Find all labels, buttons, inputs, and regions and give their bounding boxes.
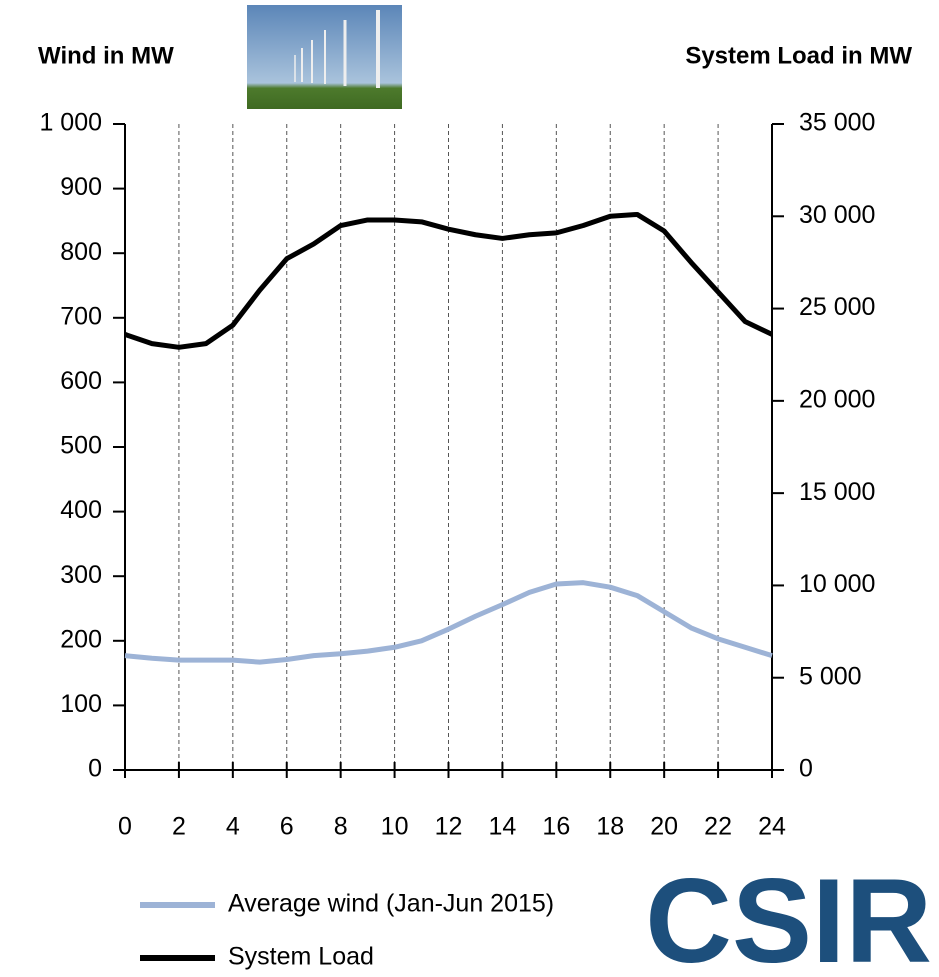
legend-label: System Load xyxy=(228,943,374,971)
x-tick-label: 4 xyxy=(226,813,240,841)
x-tick-label: 20 xyxy=(650,813,678,841)
y2-tick-label: 15 000 xyxy=(799,478,875,506)
x-tick-label: 24 xyxy=(758,813,786,841)
x-tick-label: 22 xyxy=(704,813,732,841)
y-tick-label: 200 xyxy=(60,625,102,653)
logo: CSIR xyxy=(645,854,932,977)
y-tick-label: 700 xyxy=(60,302,102,330)
y2-tick-label: 0 xyxy=(799,755,813,783)
y-tick-label: 600 xyxy=(60,367,102,395)
y2-tick-label: 35 000 xyxy=(799,109,875,137)
y-tick-label: 800 xyxy=(60,238,102,266)
x-tick-label: 6 xyxy=(280,813,294,841)
x-tick-label: 18 xyxy=(596,813,624,841)
x-tick-label: 14 xyxy=(489,813,517,841)
x-tick-label: 12 xyxy=(435,813,463,841)
y-tick-label: 300 xyxy=(60,561,102,589)
turbine-photo xyxy=(247,5,402,109)
y-tick-label: 100 xyxy=(60,690,102,718)
x-tick-label: 16 xyxy=(542,813,570,841)
x-tick-label: 0 xyxy=(118,813,132,841)
y2-tick-label: 5 000 xyxy=(799,662,862,690)
y-tick-label: 400 xyxy=(60,496,102,524)
legend-label: Average wind (Jan-Jun 2015) xyxy=(228,890,554,918)
y2-tick-label: 10 000 xyxy=(799,570,875,598)
y-tick-label: 1 000 xyxy=(39,109,102,137)
y2-tick-label: 30 000 xyxy=(799,201,875,229)
x-tick-label: 8 xyxy=(334,813,348,841)
y2-axis-title: System Load in MW xyxy=(685,42,912,69)
y-tick-label: 500 xyxy=(60,432,102,460)
y-axis-title: Wind in MW xyxy=(38,42,174,69)
y2-tick-label: 20 000 xyxy=(799,385,875,413)
y-tick-label: 0 xyxy=(88,755,102,783)
x-tick-label: 10 xyxy=(381,813,409,841)
chart: Wind in MW System Load in MW CSIR 024681… xyxy=(0,0,939,977)
x-tick-label: 2 xyxy=(172,813,186,841)
y-tick-label: 900 xyxy=(60,173,102,201)
y2-tick-label: 25 000 xyxy=(799,293,875,321)
